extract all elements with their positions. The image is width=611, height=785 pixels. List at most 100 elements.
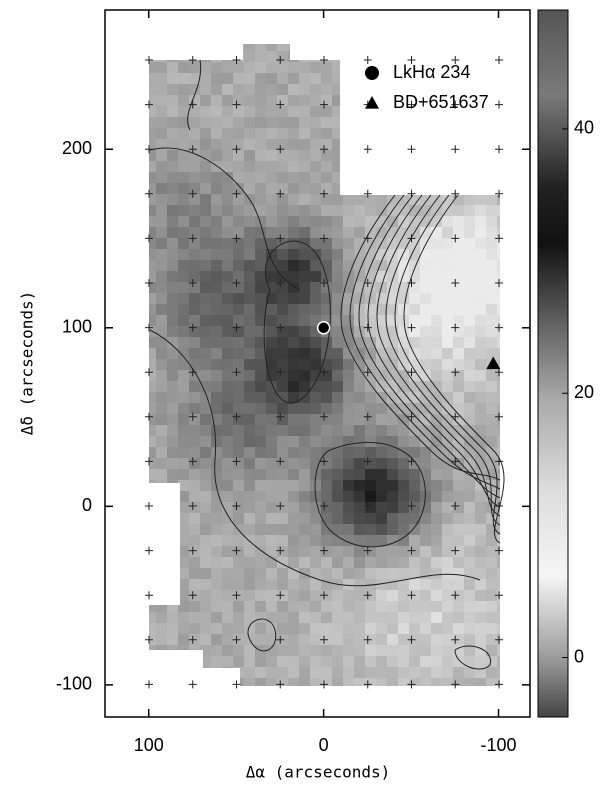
map-pixel xyxy=(222,249,234,261)
cross xyxy=(495,635,503,644)
marker xyxy=(316,321,331,335)
map-pixel xyxy=(376,260,388,272)
map-pixel xyxy=(266,392,278,404)
map-pixel xyxy=(453,513,465,525)
cross xyxy=(232,457,241,466)
map-pixel xyxy=(222,667,234,679)
map-pixel xyxy=(255,227,267,239)
map-pixel xyxy=(266,359,278,371)
map-pixel xyxy=(365,403,377,415)
map-pixel xyxy=(244,568,256,580)
map-pixel xyxy=(409,337,421,349)
map-pixel xyxy=(233,205,245,217)
map-pixel xyxy=(222,447,234,459)
map-pixel xyxy=(387,337,399,349)
map-pixel xyxy=(189,590,201,602)
map-pixel xyxy=(464,667,476,679)
map-pixel xyxy=(310,84,322,96)
map-pixel xyxy=(442,546,454,558)
cross xyxy=(495,368,503,377)
map-pixel xyxy=(387,183,399,195)
map-pixel xyxy=(332,216,344,228)
map-pixel xyxy=(376,183,388,195)
map-pixel xyxy=(233,51,245,63)
map-pixel xyxy=(211,612,223,624)
map-pixel xyxy=(398,370,410,382)
map-pixel xyxy=(332,656,344,668)
map-pixel xyxy=(167,579,179,591)
map-pixel xyxy=(156,513,168,525)
cross xyxy=(188,100,197,109)
map-pixel xyxy=(376,634,388,646)
map-pixel xyxy=(299,359,311,371)
map-pixel xyxy=(453,315,465,327)
map-pixel xyxy=(354,612,366,624)
map-pixel xyxy=(442,337,454,349)
map-pixel xyxy=(244,656,256,668)
map-pixel xyxy=(409,150,421,162)
map-pixel xyxy=(332,645,344,657)
map-pixel xyxy=(244,645,256,657)
map-pixel xyxy=(321,315,333,327)
map-pixel xyxy=(365,381,377,393)
map-pixel xyxy=(398,601,410,613)
map-pixel xyxy=(387,601,399,613)
map-pixel xyxy=(343,436,355,448)
map-pixel xyxy=(178,304,190,316)
map-pixel xyxy=(321,128,333,140)
map-pixel xyxy=(288,172,300,184)
map-pixel xyxy=(167,315,179,327)
cross xyxy=(320,368,328,377)
map-pixel xyxy=(211,216,223,228)
map-pixel xyxy=(178,337,190,349)
map-pixel xyxy=(398,678,410,686)
map-pixel xyxy=(244,84,256,96)
map-pixel xyxy=(332,271,344,283)
map-pixel xyxy=(365,348,377,360)
map-pixel xyxy=(343,524,355,536)
map-pixel xyxy=(255,458,267,470)
map-pixel xyxy=(376,656,388,668)
map-pixel xyxy=(277,73,289,85)
map-pixel xyxy=(453,623,465,635)
map-pixel xyxy=(398,667,410,679)
map-pixel xyxy=(211,150,223,162)
map-pixel xyxy=(310,117,322,129)
map-pixel xyxy=(442,590,454,602)
map-pixel xyxy=(255,337,267,349)
map-pixel xyxy=(167,414,179,426)
map-pixel xyxy=(149,480,157,492)
map-pixel xyxy=(343,612,355,624)
map-pixel xyxy=(398,414,410,426)
map-pixel xyxy=(310,194,322,206)
map-pixel xyxy=(310,106,322,118)
map-pixel xyxy=(310,315,322,327)
map-pixel xyxy=(149,546,157,558)
map-pixel xyxy=(464,392,476,404)
map-pixel xyxy=(211,348,223,360)
map-pixel xyxy=(354,227,366,239)
map-pixel xyxy=(288,271,300,283)
map-pixel xyxy=(420,348,432,360)
map-pixel xyxy=(409,645,421,657)
map-pixel xyxy=(156,458,168,470)
map-pixel xyxy=(156,62,168,74)
map-pixel xyxy=(200,293,212,305)
map-pixel xyxy=(442,315,454,327)
map-pixel xyxy=(497,304,500,316)
map-pixel xyxy=(332,623,344,635)
map-pixel xyxy=(398,326,410,338)
colorbar-tick-label: 20 xyxy=(574,382,594,402)
map-pixel xyxy=(178,150,190,162)
map-pixel xyxy=(497,656,500,668)
map-pixel xyxy=(321,392,333,404)
map-pixel xyxy=(167,645,179,657)
map-pixel xyxy=(244,150,256,162)
map-pixel xyxy=(486,458,498,470)
map-pixel xyxy=(149,150,157,162)
map-pixel xyxy=(310,161,322,173)
map-pixel xyxy=(277,590,289,602)
map-pixel xyxy=(343,84,355,96)
map-pixel xyxy=(167,106,179,118)
map-pixel xyxy=(486,370,498,382)
